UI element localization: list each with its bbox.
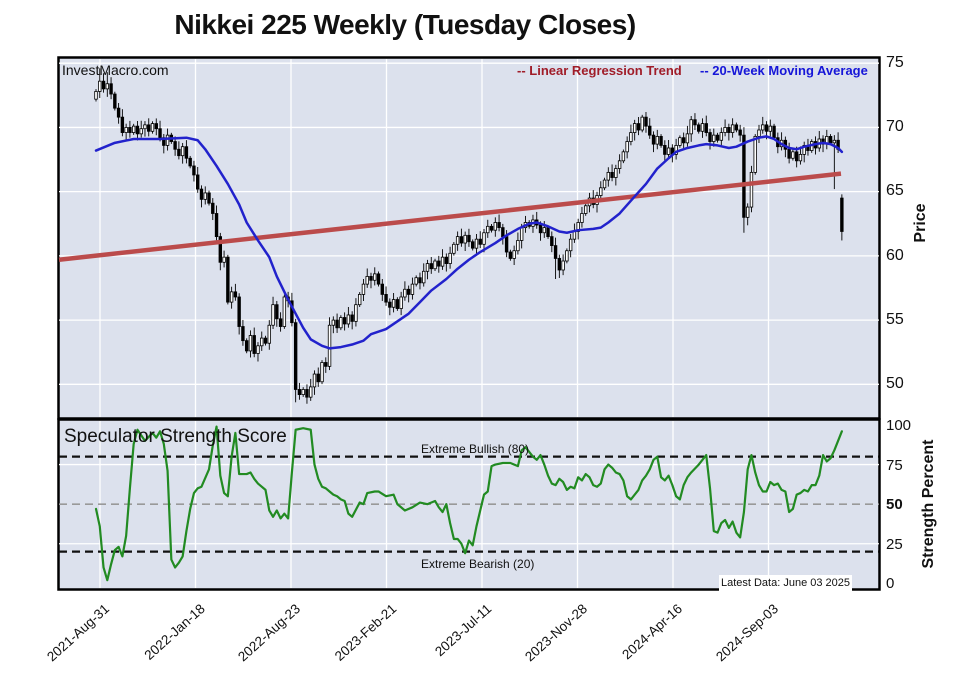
legend-regression: -- Linear Regression Trend: [517, 63, 682, 78]
price-tick-55: 55: [886, 311, 904, 328]
strength-tick-25: 25: [886, 536, 903, 553]
candlestick-series: [94, 68, 844, 404]
strength-tick-50: 50: [886, 496, 903, 513]
extreme-bearish-label: Extreme Bearish (20): [421, 557, 535, 571]
strength-score-line: [94, 425, 843, 582]
legend-moving-average: -- 20-Week Moving Average: [700, 63, 868, 78]
moving-average-line: [94, 135, 844, 350]
regression-line: [58, 171, 842, 262]
price-tick-75: 75: [886, 54, 904, 71]
strength-tick-75: 75: [886, 457, 903, 474]
strength-tick-0: 0: [886, 575, 895, 592]
strength-axis-label: Strength Percent: [920, 439, 937, 569]
price-tick-65: 65: [886, 182, 904, 199]
extreme-bullish-label: Extreme Bullish (80): [421, 442, 530, 456]
price-tick-60: 60: [886, 247, 904, 264]
chart-title: Nikkei 225 Weekly (Tuesday Closes): [174, 9, 636, 40]
strength-tick-100: 100: [886, 417, 912, 434]
watermark: InvestMacro.com: [62, 62, 169, 78]
gridlines: [59, 59, 879, 588]
price-tick-70: 70: [886, 118, 904, 135]
subpanel-title: Speculator Strength Score: [64, 426, 287, 447]
price-axis-label: Price: [912, 203, 929, 243]
latest-data-label: Latest Data: June 03 2025: [719, 575, 852, 592]
price-tick-50: 50: [886, 375, 904, 392]
